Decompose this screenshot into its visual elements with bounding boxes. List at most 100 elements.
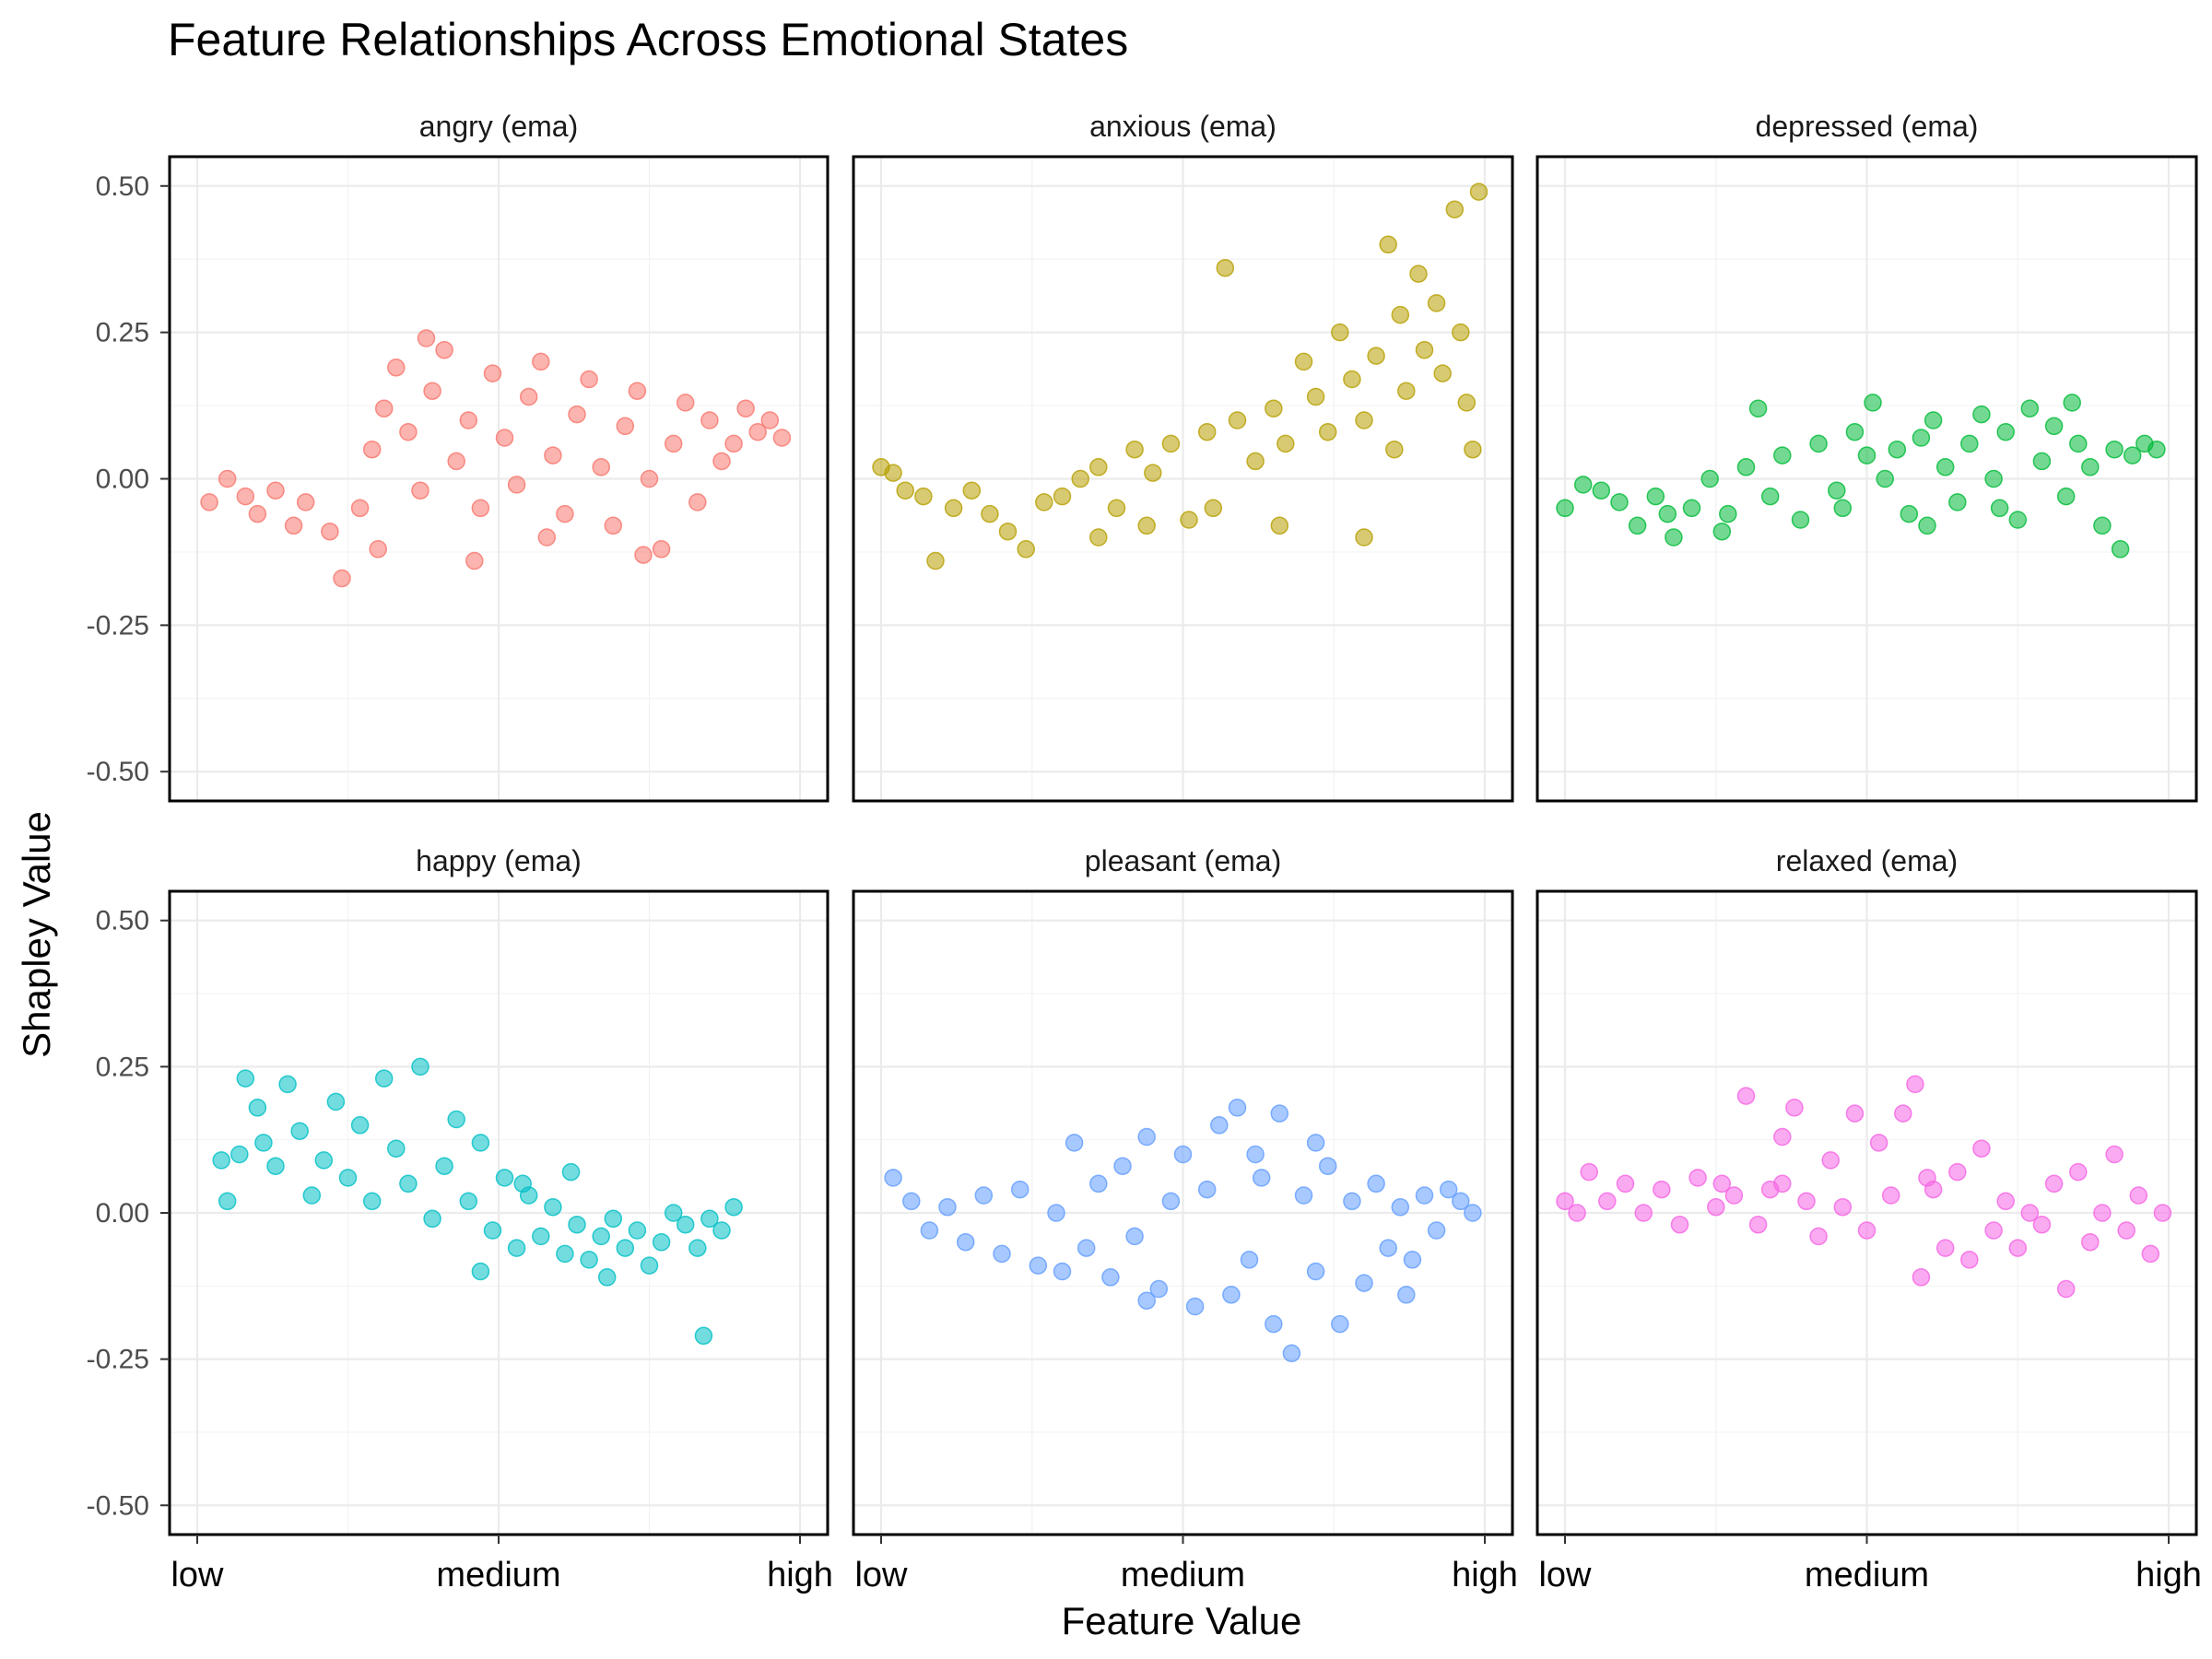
facet-panel-2: depressed (ema) (1537, 110, 2196, 801)
data-point (1054, 1264, 1071, 1280)
data-point (1090, 529, 1107, 546)
data-point (1720, 506, 1736, 523)
data-point (1925, 412, 1942, 429)
data-point (2094, 1205, 2111, 1221)
data-point (1659, 506, 1676, 523)
data-point (1211, 1117, 1228, 1134)
x-tick-label: high (1452, 1556, 1518, 1594)
data-point (1175, 1147, 1192, 1163)
data-point (557, 506, 573, 523)
facet-title-0: angry (ema) (419, 110, 579, 143)
data-point (509, 1240, 525, 1256)
data-point (1912, 429, 1929, 446)
data-point (1937, 1240, 1954, 1256)
data-point (1356, 1275, 1372, 1291)
data-point (653, 1234, 670, 1251)
data-point (509, 477, 525, 493)
data-point (1750, 400, 1767, 417)
data-point (761, 412, 778, 429)
data-point (1205, 500, 1221, 516)
data-point (340, 1170, 357, 1186)
data-point (1356, 529, 1372, 546)
data-point (485, 1222, 501, 1239)
data-point (1738, 459, 1755, 476)
data-point (946, 500, 962, 516)
data-point (388, 359, 405, 376)
data-point (219, 1193, 236, 1209)
data-point (713, 453, 730, 469)
data-point (725, 435, 742, 452)
data-point (695, 1327, 712, 1344)
data-point (1997, 1193, 2014, 1209)
data-point (1665, 529, 1682, 546)
data-point (713, 1222, 730, 1239)
data-point (1465, 1205, 1481, 1221)
data-point (677, 394, 694, 411)
data-point (521, 389, 537, 406)
data-point (1883, 1187, 1900, 1204)
data-point (1708, 1199, 1724, 1216)
data-point (2058, 1281, 2075, 1298)
data-point (424, 1210, 441, 1227)
data-point (1434, 365, 1451, 382)
data-point (1774, 447, 1791, 464)
data-point (2148, 441, 2165, 458)
data-point (1937, 459, 1954, 476)
scatter-points-2 (1557, 394, 2165, 558)
data-point (1296, 1187, 1312, 1204)
data-point (364, 1193, 381, 1209)
data-point (2033, 1217, 2050, 1233)
data-point (1829, 482, 1845, 499)
data-point (418, 330, 435, 347)
data-point (1368, 1175, 1384, 1192)
data-point (1000, 524, 1017, 540)
data-point (1217, 260, 1233, 276)
data-point (1774, 1175, 1791, 1192)
data-point (1822, 1152, 1839, 1169)
data-point (2106, 1147, 2123, 1163)
data-point (267, 1158, 284, 1174)
y-tick-label: 0.00 (96, 1198, 149, 1229)
data-point (593, 459, 609, 476)
data-point (1846, 1105, 1863, 1122)
data-point (2106, 441, 2123, 458)
data-point (497, 429, 513, 446)
data-point (982, 506, 998, 523)
data-point (249, 506, 265, 523)
x-axis-title: Feature Value (1062, 1599, 1302, 1642)
data-point (1012, 1182, 1029, 1198)
data-point (1078, 1240, 1095, 1256)
data-point (1230, 1100, 1246, 1116)
data-point (1090, 1175, 1107, 1192)
data-point (448, 453, 465, 469)
y-tick-label: -0.50 (87, 1490, 149, 1521)
data-point (1961, 435, 1978, 452)
data-point (1308, 1135, 1324, 1151)
data-point (1066, 1135, 1083, 1151)
data-point (569, 1217, 585, 1233)
data-point (1090, 459, 1107, 476)
data-point (2070, 435, 2087, 452)
data-point (1689, 1170, 1706, 1186)
data-point (2130, 1187, 2147, 1204)
data-point (1992, 500, 2008, 516)
data-point (1750, 1217, 1767, 1233)
scatter-points-0 (201, 330, 790, 587)
data-point (1997, 424, 2014, 441)
data-point (1774, 1129, 1791, 1146)
data-point (1308, 1264, 1324, 1280)
data-point (689, 494, 706, 511)
data-point (963, 482, 980, 499)
data-point (538, 529, 555, 546)
data-point (617, 418, 633, 434)
data-point (1557, 500, 1573, 516)
data-point (545, 447, 561, 464)
data-point (376, 400, 393, 417)
data-point (1985, 1222, 2002, 1239)
data-point (1187, 1299, 1204, 1315)
data-point (322, 524, 338, 540)
data-point (1713, 524, 1730, 540)
data-point (1453, 324, 1469, 341)
data-point (1138, 517, 1155, 534)
data-point (1647, 488, 1664, 505)
